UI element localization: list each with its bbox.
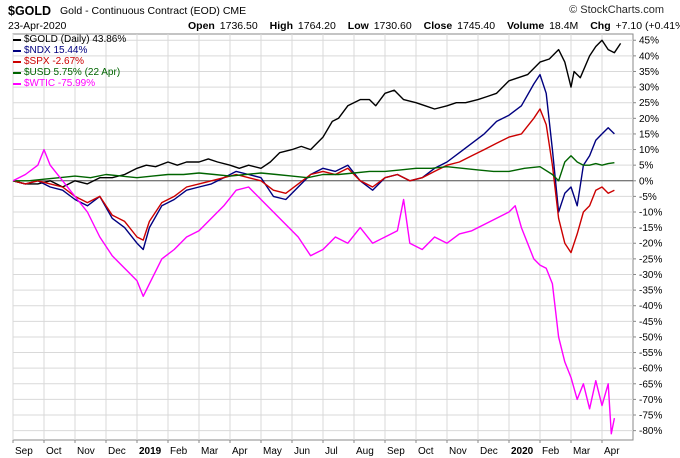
legend-label: $SPX -2.67% (24, 56, 85, 67)
y-tick-label: -5% (639, 192, 657, 203)
y-tick-label: -40% (639, 301, 662, 312)
low-label: Low (347, 20, 369, 32)
x-tick-label: Feb (542, 446, 560, 457)
x-tick-label: Apr (232, 446, 248, 457)
legend-swatch (13, 38, 21, 41)
legend-swatch (13, 71, 21, 74)
chart-description: Gold - Continuous Contract (EOD) CME (60, 5, 246, 17)
stockcharts-watermark: © StockCharts.com (569, 4, 664, 16)
x-tick-label: Dec (108, 446, 126, 457)
series-line-ndx (12, 73, 615, 251)
chart-legend: $GOLD (Daily) 43.86% $NDX 15.44% $SPX -2.6… (13, 34, 126, 89)
y-tick-label: -35% (639, 286, 662, 297)
legend-label: $USD 5.75% (22 Apr) (24, 67, 121, 78)
y-tick-label: -70% (639, 395, 662, 406)
y-tick-label: 35% (639, 67, 659, 78)
chg-value: +7.10 (+0.41%) (615, 20, 680, 32)
y-tick-label: 30% (639, 83, 659, 94)
y-tick-label: 25% (639, 98, 659, 109)
legend-label: $NDX 15.44% (24, 45, 88, 56)
y-tick-label: -55% (639, 348, 662, 359)
x-tick-label: Mar (573, 446, 591, 457)
chart-description-text: Gold - Continuous Contract (EOD) (60, 5, 220, 17)
series-line-wtic (12, 148, 616, 435)
y-tick-label: -65% (639, 379, 662, 390)
chg-label: Chg (590, 20, 611, 32)
x-tick-label: Aug (356, 446, 374, 457)
y-tick-label: -50% (639, 332, 662, 343)
high-value: 1764.20 (297, 20, 336, 32)
y-tick-label: -45% (639, 317, 662, 328)
legend-label: $WTIC -75.99% (24, 78, 96, 89)
y-tick-label: -15% (639, 223, 662, 234)
y-tick-label: 45% (639, 36, 659, 47)
x-tick-label: Oct (46, 446, 62, 457)
close-label: Close (423, 20, 453, 32)
x-tick-label: Nov (77, 446, 95, 457)
ohlc-summary: Open 1736.50 High 1764.20 Low 1730.60 Cl… (188, 20, 680, 32)
chart-exchange: CME (222, 5, 247, 17)
x-tick-label: Apr (604, 446, 620, 457)
volume-value: 18.4M (549, 20, 579, 32)
legend-entry: $WTIC -75.99% (13, 78, 126, 89)
chart-date: 23-Apr-2020 (8, 20, 67, 32)
legend-swatch (13, 49, 21, 52)
y-tick-label: 40% (639, 51, 659, 62)
legend-entry: $SPX -2.67% (13, 56, 126, 67)
series-line-usdapr (13, 155, 615, 182)
x-tick-label: 2020 (511, 446, 534, 457)
y-tick-label: -10% (639, 208, 662, 219)
x-tick-label: 2019 (139, 446, 162, 457)
x-tick-label: Mar (201, 446, 219, 457)
y-tick-label: -20% (639, 239, 662, 250)
x-tick-label: May (263, 446, 282, 457)
legend-swatch (13, 82, 21, 85)
open-value: 1736.50 (219, 20, 258, 32)
x-tick-label: Jun (294, 446, 310, 457)
series-line-spx (12, 108, 615, 254)
open-label: Open (188, 20, 215, 32)
high-label: High (269, 20, 293, 32)
x-tick-label: Feb (170, 446, 188, 457)
chart-symbol: $GOLD (8, 4, 52, 18)
y-tick-label: -75% (639, 411, 662, 422)
y-tick-label: 15% (639, 129, 659, 140)
legend-entry: $GOLD (Daily) 43.86% (13, 34, 126, 45)
y-tick-label: -80% (639, 426, 662, 437)
x-tick-label: Dec (480, 446, 498, 457)
legend-swatch (13, 60, 21, 63)
y-tick-label: -25% (639, 254, 662, 265)
legend-entry: $NDX 15.44% (13, 45, 126, 56)
series-line-golddaily (12, 39, 622, 188)
y-tick-label: -60% (639, 364, 662, 375)
x-tick-label: Sep (387, 446, 405, 457)
close-value: 1745.40 (457, 20, 496, 32)
y-tick-label: 5% (639, 161, 654, 172)
x-tick-label: Jul (325, 446, 338, 457)
x-tick-label: Nov (449, 446, 467, 457)
y-tick-label: 20% (639, 114, 659, 125)
x-tick-label: Sep (15, 446, 33, 457)
legend-label: $GOLD (Daily) 43.86% (24, 34, 127, 45)
y-tick-label: 0% (639, 176, 654, 187)
x-tick-label: Oct (418, 446, 434, 457)
y-tick-label: 10% (639, 145, 659, 156)
low-value: 1730.60 (373, 20, 412, 32)
legend-entry: $USD 5.75% (22 Apr) (13, 67, 126, 78)
volume-label: Volume (507, 20, 545, 32)
y-tick-label: -30% (639, 270, 662, 281)
